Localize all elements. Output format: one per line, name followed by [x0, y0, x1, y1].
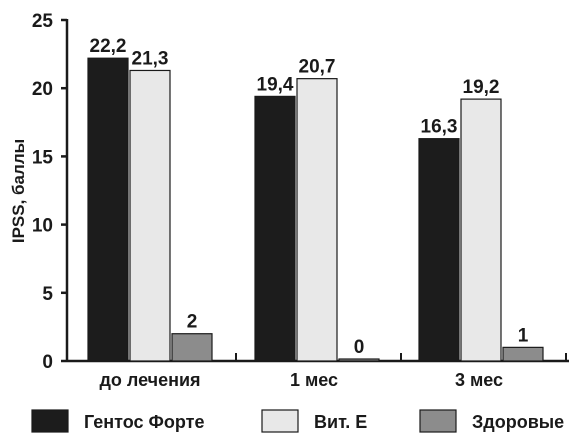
- bar-value-label: 20,7: [299, 57, 336, 78]
- y-tick-label: 20: [32, 79, 53, 100]
- x-category-label: до лечения: [99, 370, 200, 390]
- bar-value-label: 0: [354, 337, 365, 358]
- y-tick-label: 0: [42, 352, 53, 373]
- bars: [87, 57, 544, 362]
- legend-label: Здоровые: [472, 412, 564, 432]
- bar: [502, 346, 544, 362]
- y-axis-title: IPSS, баллы: [9, 139, 28, 243]
- y-axis: 0 5 10 15 20 25: [32, 11, 69, 373]
- x-category-label: 1 мес: [290, 370, 338, 390]
- x-category-label: 3 мес: [455, 370, 503, 390]
- legend-swatch: [261, 409, 299, 433]
- y-tick-label: 5: [42, 284, 53, 305]
- bar-value-label: 16,3: [421, 117, 458, 138]
- x-axis: до лечения 1 мес 3 мес: [67, 353, 569, 390]
- y-tick-label: 15: [32, 147, 54, 168]
- bar: [129, 69, 171, 362]
- bar-value-label: 21,3: [132, 48, 169, 69]
- bar: [171, 333, 213, 362]
- bar: [254, 95, 296, 362]
- y-tick-label: 25: [32, 11, 54, 32]
- legend-label: Гентос Форте: [84, 412, 204, 432]
- bar-value-label: 19,2: [463, 77, 500, 98]
- bar: [460, 98, 502, 362]
- bar-value-label: 2: [187, 312, 198, 333]
- legend-swatch: [419, 409, 457, 433]
- bar-value-label: 1: [518, 325, 529, 346]
- bar-value-label: 22,2: [90, 36, 127, 57]
- y-tick-label: 10: [32, 216, 53, 237]
- legend-label: Вит. Е: [314, 412, 367, 432]
- legend-swatch: [31, 409, 69, 433]
- data-labels: 22,221,3 2 19,420,7 0 16,319,2 1: [90, 36, 529, 358]
- bar: [338, 358, 380, 362]
- bar: [418, 138, 460, 362]
- bar-value-label: 19,4: [257, 74, 294, 95]
- legend: Гентос Форте Вит. Е Здоровые: [31, 409, 564, 433]
- bar: [87, 57, 129, 362]
- bar: [296, 78, 338, 362]
